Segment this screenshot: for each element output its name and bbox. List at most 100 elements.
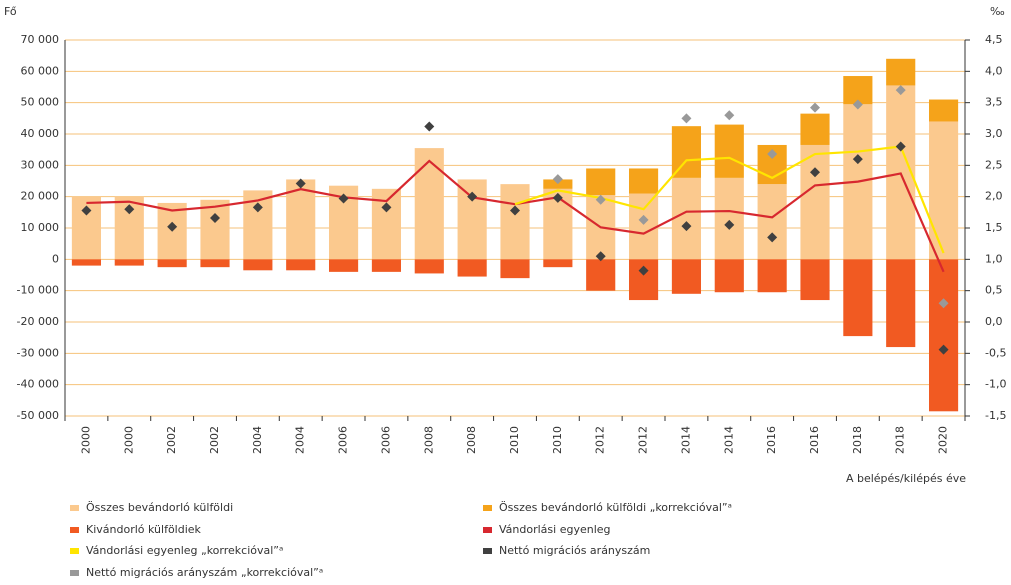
line: [514, 145, 945, 254]
marker: [810, 102, 820, 113]
bar: [500, 259, 530, 279]
bar-segment: [586, 168, 616, 196]
bar: [757, 259, 787, 293]
marker: [552, 192, 563, 203]
x-tick-label: 2002: [208, 426, 221, 454]
legend-swatch: [483, 505, 492, 511]
marker: [295, 178, 306, 189]
y-tick-label: 50 000: [21, 96, 60, 109]
marker: [852, 99, 863, 110]
bar: [414, 148, 444, 260]
y-axis-label: Fő: [4, 5, 17, 18]
marker: [424, 121, 435, 132]
marker: [895, 141, 906, 152]
y-tick-label: 70 000: [21, 33, 60, 46]
bar: [714, 259, 744, 293]
bar: [200, 199, 230, 260]
bar: [714, 177, 744, 260]
bar: [414, 259, 444, 274]
marker: [595, 194, 606, 205]
bar: [929, 121, 959, 260]
marker: [638, 214, 649, 225]
legend-label: Összes bevándorló külföldi „korrekcióval…: [499, 501, 732, 514]
bar: [843, 259, 873, 337]
marker: [595, 251, 606, 262]
y-tick-label: -10 000: [17, 284, 59, 297]
y2-tick-label: 2,0: [985, 190, 1003, 203]
marker: [252, 202, 263, 213]
x-tick-label: 2006: [337, 426, 350, 454]
marker: [510, 205, 520, 216]
y-tick-label: -50 000: [17, 409, 59, 422]
marker: [638, 265, 649, 276]
y2-axis-label: ‰: [990, 5, 1005, 18]
x-tick-label: 2006: [379, 426, 392, 454]
y2-tick-label: 1,0: [985, 252, 1003, 265]
x-tick-label: 2010: [551, 426, 564, 454]
y-tick-label: 0: [52, 252, 59, 265]
x-tick-label: 2000: [122, 426, 135, 454]
y-tick-label: -20 000: [17, 315, 59, 328]
line: [86, 159, 945, 273]
bar: [800, 144, 830, 260]
legend-label: Vándorlási egyenleg „korrekcióval”ᵃ: [86, 544, 283, 557]
bar: [757, 184, 787, 260]
bar-segment: [800, 113, 830, 145]
x-tick-label: 2018: [851, 426, 864, 454]
bar: [371, 259, 401, 272]
marker: [210, 212, 220, 223]
bar: [329, 259, 359, 272]
legend-label: Nettó migrációs arányszám: [499, 544, 650, 557]
marker: [467, 191, 478, 202]
y-tick-label: 10 000: [21, 221, 60, 234]
marker: [724, 219, 735, 230]
bar-segment: [543, 179, 573, 189]
bar: [457, 259, 487, 277]
marker: [767, 232, 778, 243]
x-tick-label: 2004: [294, 426, 307, 454]
y2-tick-label: -0,5: [985, 346, 1006, 359]
bar: [157, 259, 187, 268]
marker: [938, 344, 949, 355]
x-tick-label: 2016: [765, 426, 778, 454]
legend-swatch: [70, 548, 79, 554]
y2-tick-label: 2,5: [985, 158, 1003, 171]
bar: [286, 259, 316, 271]
bar: [800, 259, 830, 301]
y-tick-label: -40 000: [17, 378, 59, 391]
bar-segment: [714, 124, 744, 178]
marker: [338, 193, 349, 204]
y2-tick-label: 1,5: [985, 221, 1003, 234]
bar-segment: [929, 99, 959, 122]
bar: [114, 259, 144, 266]
bar: [886, 259, 916, 348]
legend-label: Összes bevándorló külföldi: [86, 501, 233, 514]
y-tick-label: -30 000: [17, 346, 59, 359]
x-tick-label: 2002: [165, 426, 178, 454]
marker: [167, 221, 178, 232]
marker: [381, 202, 392, 213]
x-tick-label: 2016: [808, 426, 821, 454]
bar: [586, 259, 616, 291]
y2-tick-label: 3,5: [985, 96, 1003, 109]
legend-swatch: [483, 548, 492, 554]
bar: [671, 177, 701, 260]
legend-label: Kivándorló külföldiek: [86, 523, 202, 536]
marker: [895, 85, 906, 96]
y2-tick-label: 4,0: [985, 64, 1003, 77]
legend-swatch: [70, 570, 79, 576]
marker: [767, 149, 778, 160]
x-tick-label: 2000: [79, 426, 92, 454]
y2-tick-label: 0,5: [985, 284, 1003, 297]
y-tick-label: 30 000: [21, 158, 60, 171]
y-tick-label: 20 000: [21, 190, 60, 203]
x-tick-label: 2008: [422, 426, 435, 454]
x-tick-label: 2018: [894, 426, 907, 454]
x-tick-label: 2014: [679, 426, 692, 454]
y2-tick-label: -1,5: [985, 409, 1006, 422]
bar: [543, 259, 573, 268]
x-axis-label: A belépés/kilépés éve: [846, 472, 966, 485]
marker: [681, 221, 692, 232]
marker: [552, 174, 563, 185]
